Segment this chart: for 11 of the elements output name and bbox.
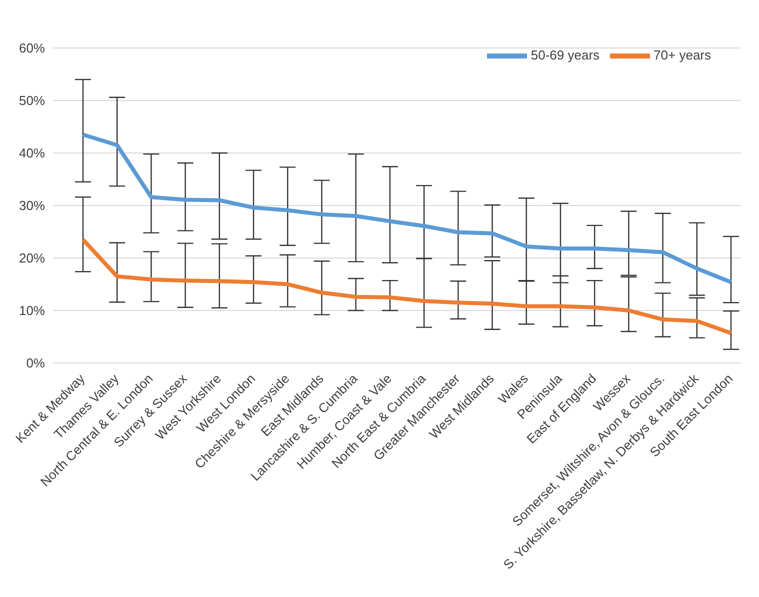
y-tick-label: 10% [18,303,46,318]
y-tick-label: 60% [18,40,46,56]
y-tick-label: 40% [18,146,46,161]
y-tick-label: 50% [18,93,46,108]
legend-label: 50-69 years [530,47,600,62]
y-tick-label: 20% [18,250,46,266]
y-tick-label: 30% [18,198,46,214]
line-series [81,238,733,336]
y-tick-label: 0% [26,356,46,371]
line-series [81,132,733,284]
legend-label: 70+ years [654,47,711,62]
